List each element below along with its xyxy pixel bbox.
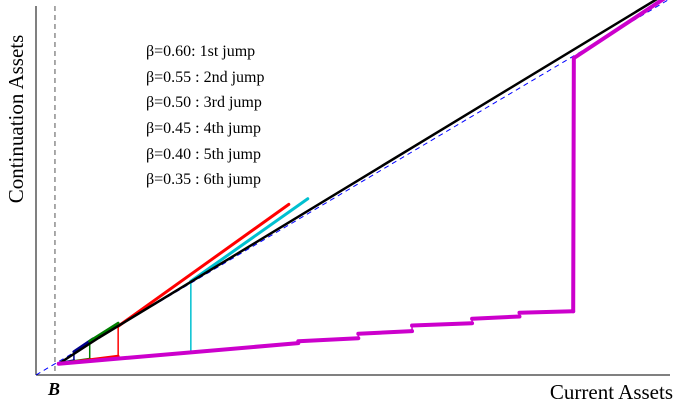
axes	[35, 6, 670, 376]
series-6-segment	[571, 0, 666, 61]
series-6-segment	[517, 309, 576, 315]
series-4-segment	[189, 197, 310, 283]
series-6-segment	[356, 329, 415, 336]
series-6-segment	[56, 341, 301, 366]
annotation-3: β=0.50 : 3rd jump	[146, 94, 262, 111]
annotation-5: β=0.40 : 5th jump	[146, 146, 261, 163]
series-5-segment	[57, 336, 101, 365]
series-6-segment	[470, 314, 522, 321]
annotation-2: β=0.55 : 2nd jump	[146, 69, 265, 86]
reference-45-degree-line	[35, 0, 669, 376]
series-5	[57, 0, 658, 365]
series-5-segment	[97, 0, 658, 339]
series-6-segment	[571, 56, 576, 314]
series-6-segment	[296, 336, 361, 344]
annotation-4: β=0.45 : 4th jump	[146, 120, 261, 137]
series-group	[56, 0, 666, 366]
x-axis-label: Current Assets	[550, 380, 673, 404]
annotation-block: β=0.60: 1st jump β=0.55 : 2nd jump β=0.5…	[146, 43, 265, 188]
annotation-1: β=0.60: 1st jump	[146, 43, 255, 60]
series-6	[56, 0, 666, 366]
y-axis-label: Continuation Assets	[4, 35, 28, 204]
series-6-segment	[410, 321, 475, 328]
series-3-segment	[116, 202, 291, 328]
series-2-segment	[88, 321, 120, 343]
annotation-6: β=0.35 : 6th jump	[146, 171, 261, 188]
threshold-label: B	[47, 379, 60, 399]
reference-line-group	[35, 0, 669, 376]
